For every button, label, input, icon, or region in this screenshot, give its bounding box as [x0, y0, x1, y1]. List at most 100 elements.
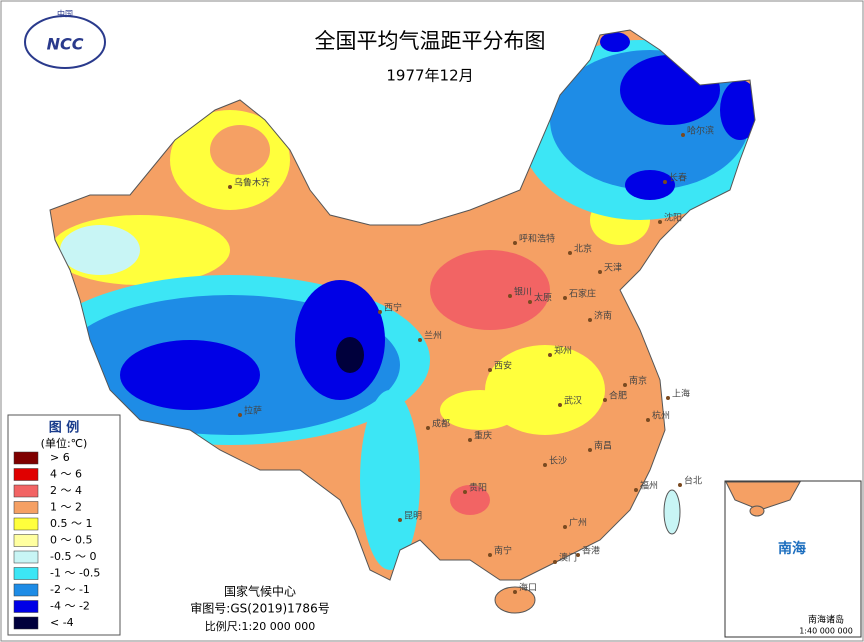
city-dot — [398, 518, 402, 522]
legend-swatch — [13, 517, 39, 531]
legend-label: -4 ～ -2 — [50, 600, 90, 613]
legend-swatch — [13, 501, 39, 514]
city-dot — [418, 338, 422, 342]
city-label: 天津 — [604, 263, 622, 274]
city-label: 合肥 — [609, 390, 627, 402]
city-label: 北京 — [574, 243, 592, 255]
city-label: 南宁 — [494, 545, 512, 557]
legend-label: 0 ～ 0.5 — [50, 534, 93, 547]
footer-org: 国家气候中心 — [224, 584, 296, 599]
city-label: 哈尔滨 — [687, 125, 714, 137]
legend-label: 1 ～ 2 — [50, 501, 82, 514]
city-dot — [543, 463, 547, 467]
city-dot — [634, 488, 638, 492]
inset-islands: 南海诸岛 — [808, 614, 844, 626]
city-dot — [563, 296, 567, 300]
city-label: 台北 — [684, 475, 702, 487]
subtitle: 1977年12月 — [386, 67, 473, 85]
legend-swatch — [13, 567, 39, 580]
city-dot — [228, 185, 232, 189]
city-dot — [488, 553, 492, 557]
inset: 南海 南海诸岛 1:40 000 000 — [724, 480, 862, 638]
city-dot — [463, 490, 467, 494]
city-dot — [426, 426, 430, 430]
city-label: 贵阳 — [469, 482, 487, 494]
city-label: 西安 — [494, 360, 512, 372]
city-label: 南京 — [629, 375, 647, 387]
city-dot — [563, 525, 567, 529]
legend-label: > 6 — [50, 451, 70, 464]
city-label: 石家庄 — [569, 288, 596, 300]
city-dot — [598, 270, 602, 274]
city-label: 武汉 — [564, 395, 582, 407]
logo-text: NCC — [47, 35, 84, 54]
city-dot — [646, 418, 650, 422]
city-label: 昆明 — [404, 511, 422, 522]
legend-swatch — [13, 534, 39, 547]
city-label: 呼和浩特 — [519, 233, 555, 245]
city-label: 郑州 — [554, 345, 572, 357]
city-label: 兰州 — [424, 330, 442, 342]
hainan — [494, 586, 536, 614]
city-label: 银川 — [514, 286, 532, 298]
city-label: 太原 — [534, 292, 552, 304]
logo-country: 中国 — [57, 9, 73, 19]
city-dot — [513, 590, 517, 594]
legend-swatch — [13, 616, 39, 630]
inset-scale: 1:40 000 000 — [799, 627, 853, 636]
city-dot — [623, 383, 627, 387]
city-dot — [513, 241, 517, 245]
city-dot — [666, 396, 670, 400]
city-dot — [576, 553, 580, 557]
city-label: 拉萨 — [244, 405, 262, 417]
city-dot — [588, 448, 592, 452]
legend-label: 0.5 ～ 1 — [50, 517, 93, 530]
city-label: 成都 — [432, 418, 450, 430]
legend-unit: (单位:℃) — [41, 436, 88, 450]
legend-swatch — [13, 484, 39, 498]
legend-items: > 6 4 ～ 6 2 ～ 4 1 ～ 2 0.5 ～ 1 0 ～ 0.5 -0.5 ～ 0… — [13, 451, 100, 630]
city-dot — [658, 220, 662, 224]
city-dot — [528, 300, 532, 304]
city-dot — [238, 413, 242, 417]
legend-swatch — [13, 468, 39, 481]
legend-label: -0.5 ～ 0 — [50, 550, 96, 563]
footer-scale: 比例尺:1:20 000 000 — [205, 619, 315, 633]
legend-swatch — [13, 451, 39, 465]
legend-label: -1 ～ -0.5 — [50, 567, 100, 580]
taiwan — [663, 489, 681, 535]
legend-label: 4 ～ 6 — [50, 468, 82, 481]
city-label: 长沙 — [549, 455, 567, 467]
city-label: 沈阳 — [664, 212, 682, 224]
city-dot — [681, 133, 685, 137]
city-label: 南昌 — [594, 440, 612, 452]
city-dot — [568, 251, 572, 255]
city-label: 广州 — [569, 517, 587, 529]
city-dot — [553, 560, 557, 564]
city-dot — [468, 438, 472, 442]
legend-swatch — [13, 583, 39, 597]
city-label: 上海 — [672, 388, 690, 400]
city-dot — [588, 318, 592, 322]
legend-swatch — [13, 550, 39, 564]
city-label: 香港 — [582, 545, 600, 557]
legend-label: < -4 — [50, 616, 74, 629]
legend-label: 2 ～ 4 — [50, 484, 82, 497]
inset-sea: 南海 — [778, 540, 806, 557]
city-label: 乌鲁木齐 — [234, 177, 270, 189]
city-label: 重庆 — [474, 430, 492, 442]
city-dot — [378, 310, 382, 314]
legend-title: 图 例 — [49, 420, 80, 436]
city-label: 济南 — [594, 310, 612, 322]
footer-approval: 审图号:GS(2019)1786号 — [190, 601, 329, 616]
city-dot — [603, 398, 607, 402]
city-dot — [558, 403, 562, 407]
city-dot — [548, 353, 552, 357]
city-label: 澳门 — [559, 552, 577, 564]
title: 全国平均气温距平分布图 — [315, 29, 546, 53]
city-label: 海口 — [519, 582, 537, 594]
